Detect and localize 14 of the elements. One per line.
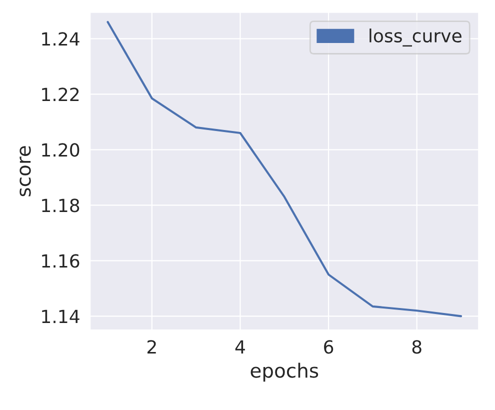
x-tick-label: 8: [412, 340, 422, 354]
line-series: [106, 20, 462, 318]
y-tick-label: 1.14: [42, 310, 80, 324]
legend-label: loss_curve: [370, 28, 462, 47]
y-tick-label: 1.18: [42, 198, 80, 212]
y-tick-label: 1.22: [42, 88, 79, 102]
y-tick-label: 1.20: [42, 143, 80, 157]
x-tick-label: 4: [235, 340, 245, 354]
x-tick-label: 6: [324, 340, 334, 354]
x-axis-title: epochs: [250, 362, 318, 382]
y-axis-title: score: [20, 146, 31, 196]
x-tick-label: 2: [147, 340, 156, 354]
y-tick-label: 1.24: [42, 32, 80, 46]
y-tick-label: 1.16: [42, 254, 80, 268]
